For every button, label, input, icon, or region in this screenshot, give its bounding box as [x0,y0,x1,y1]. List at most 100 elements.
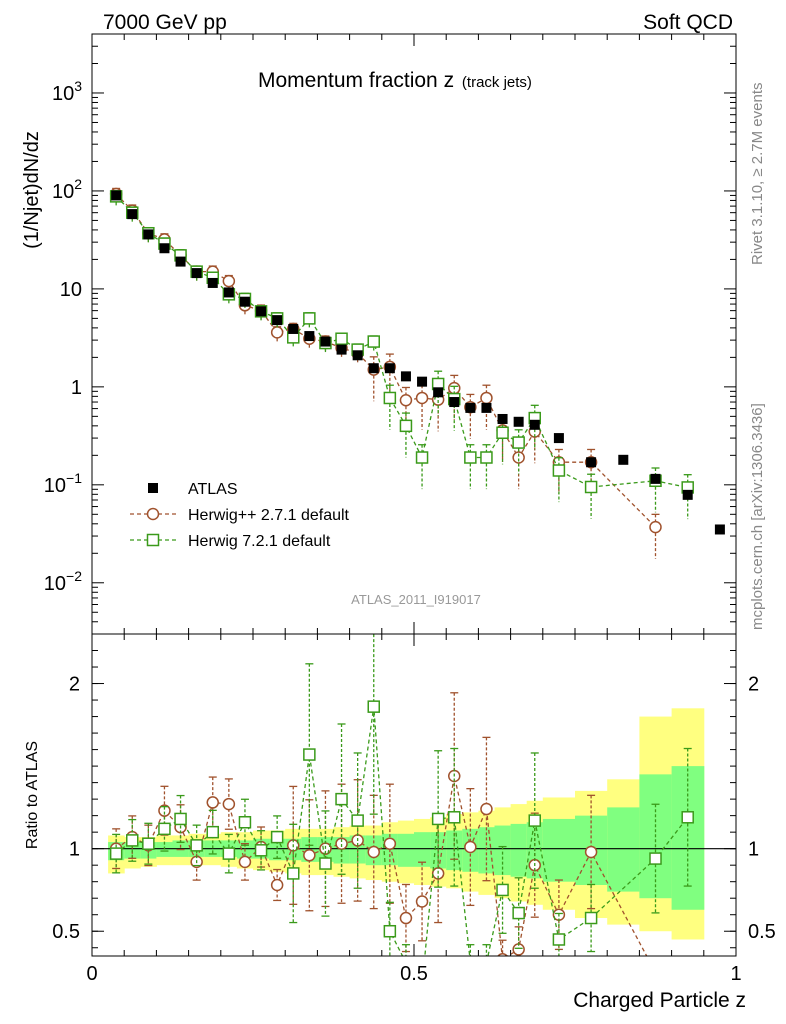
legend-item-atlas: ATLAS [148,481,238,498]
point-herwig7 [399,419,413,433]
point-atlas [400,371,411,382]
point-herwigpp [222,274,236,288]
point-herwig7 [512,436,525,449]
legend-label-herwig7: Herwig 7.2.1 default [188,533,331,550]
series-line-herwigpp [115,193,656,528]
ratio-point-herwig7 [383,924,397,938]
main-y-tick-label: 10−1 [44,470,82,497]
point-herwig7 [480,451,493,464]
chart-title-main: Momentum fraction z [258,69,454,92]
ratio-point-herwigpp [158,804,171,817]
point-atlas [207,277,218,288]
series-atlas [111,190,725,535]
ratio-axes: 0.5 0.5 1 1 2 2 0 0.5 1 [52,634,776,985]
ratio-y-tick-label-right: 0.5 [748,921,776,943]
ratio-y-tick-label: 0.5 [52,921,80,943]
header-left: 7000 GeV pp [103,11,227,34]
point-atlas [586,457,597,468]
ratio-point-herwig7 [335,792,348,806]
band-green [494,825,512,876]
ratio-point-herwig7 [238,815,252,829]
ratio-point-herwigpp [415,895,429,908]
band-green [542,818,576,882]
legend-label-herwigpp: Herwig++ 2.7.1 default [188,507,350,524]
ratio-point-herwig7 [158,822,171,836]
point-herwig7 [367,335,380,348]
chart-title-sub: (track jets) [462,74,532,91]
ratio-point-herwig7 [351,814,364,827]
band-green [269,838,286,861]
point-atlas [175,256,186,267]
ratio-line-herwigpp [115,775,648,956]
point-atlas [433,387,444,398]
point-atlas [111,190,122,201]
ratio-point-herwig7 [142,837,155,850]
legend-marker-herwigpp [146,507,160,521]
ratio-point-herwig7 [496,883,509,897]
point-atlas [336,344,347,355]
point-herwigpp [270,326,284,339]
ratio-panel [92,708,736,940]
ratio-point-herwigpp [464,840,477,854]
ratio-point-herwigpp [383,837,397,850]
point-atlas [513,416,524,427]
legend-item-herwigpp: Herwig++ 2.7.1 default [130,507,350,524]
point-atlas [239,296,250,307]
point-herwig7 [383,391,397,405]
point-herwig7 [464,451,477,464]
legend-marker-atlas [148,483,158,493]
ratio-point-herwig7 [552,933,566,946]
ratio-point-herwigpp [497,953,508,956]
series-line-herwig7 [115,195,688,489]
ratio-y-tick-label-right: 2 [748,674,759,696]
mcplots-label: mcplots.cern.ch [arXiv:1306.3436] [749,403,766,630]
ratio-point-herwig7 [174,812,187,826]
ratio-point-herwig7 [431,812,445,826]
ratio-point-herwig7 [528,814,541,827]
band-green [397,833,415,867]
point-herwigpp [415,391,429,405]
point-atlas [449,397,460,408]
analysis-id: ATLAS_2011_I919017 [351,592,481,607]
ratio-point-herwigpp [480,802,493,816]
point-herwig7 [584,480,598,494]
ratio-point-herwig7 [190,839,203,852]
point-atlas [320,336,331,347]
point-atlas [417,376,428,387]
ratio-point-herwig7 [206,825,219,839]
ratio-point-herwig7 [319,857,332,870]
ratio-series-layer [109,634,694,978]
rivet-label: Rivet 3.1.10, ≥ 2.7M events [749,83,766,266]
point-atlas [384,363,395,374]
point-atlas [368,363,379,374]
point-atlas [714,524,725,535]
point-atlas [650,473,661,484]
ratio-point-herwigpp [270,878,284,892]
ratio-point-herwig7 [254,844,268,857]
ratio-y-label: Ratio to ATLAS [24,741,41,849]
point-herwig7 [496,426,509,440]
point-herwigpp [399,393,413,407]
main-series-layer [109,187,725,559]
point-herwig7 [303,312,316,325]
band-green [414,832,431,867]
point-atlas [223,287,234,298]
ratio-point-herwig7 [649,852,662,865]
x-tick-label: 0 [86,963,97,985]
main-y-tick-label: 10 [60,279,82,301]
ratio-point-herwigpp [367,845,380,859]
ratio-point-herwigpp [584,845,598,859]
point-herwig7 [335,332,348,345]
point-herwigpp [649,520,662,534]
main-y-tick-label: 10−2 [44,568,82,595]
ratio-point-herwig7 [584,911,598,925]
ratio-point-herwigpp [650,967,661,978]
ratio-point-herwig7 [270,830,284,844]
point-atlas [304,331,315,342]
point-atlas [288,323,299,334]
x-tick-label: 0.5 [400,963,428,985]
point-atlas [127,209,138,220]
point-atlas [497,413,508,424]
ratio-point-herwigpp [206,796,219,809]
